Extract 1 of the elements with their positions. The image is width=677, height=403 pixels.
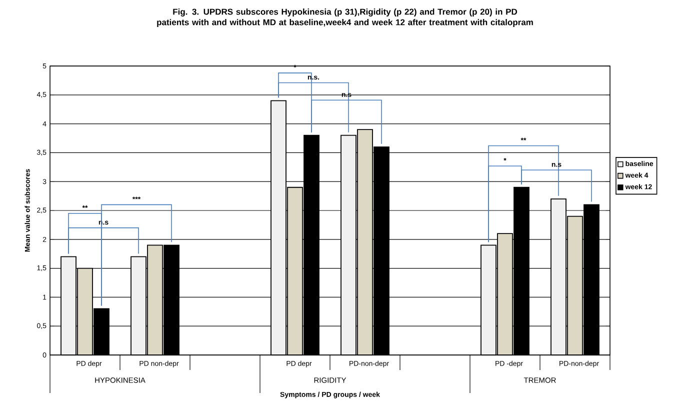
chart-title: Fig. 3. UPDRS subscores Hypokinesia (p 31),Rigidity (p 22) and Tremor (p 20) in PD patients with and without MD at baseline,week4 and week 12 after treatment with citalopram [157,8,533,27]
